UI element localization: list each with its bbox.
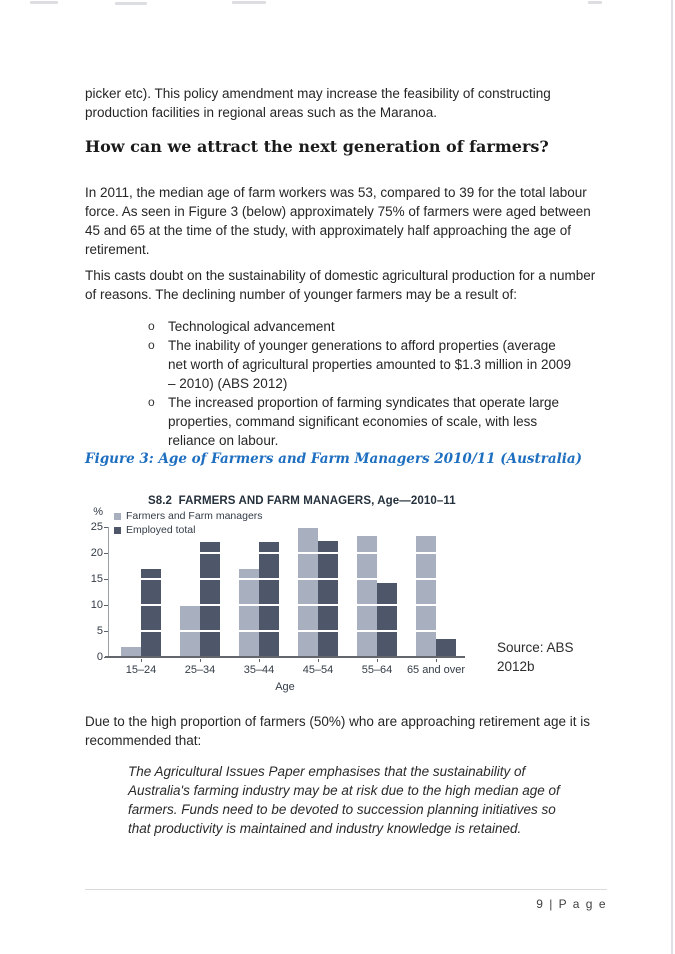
y-tick-label: 15 [90, 572, 103, 585]
legend-swatch-icon [114, 526, 121, 534]
bar-farmers-5 [416, 535, 436, 657]
x-category-label: 35–44 [243, 664, 275, 676]
y-axis-line [108, 527, 109, 657]
y-tick-label: 20 [90, 546, 103, 559]
x-tick-mark [436, 659, 437, 662]
y-tick-mark [104, 579, 108, 580]
x-category-label: 15–24 [125, 664, 157, 676]
paragraph-intro: picker etc). This policy amendment may i… [85, 86, 551, 120]
chart-source: Source: ABS 2012b [497, 638, 607, 676]
bar-employed-4 [377, 582, 397, 657]
y-tick-label: 25 [90, 520, 103, 533]
bar-employed-0 [141, 568, 161, 657]
bullet-text: The inability of younger generations to … [168, 338, 571, 391]
y-tick-mark [104, 527, 108, 528]
bar-employed-5 [436, 639, 456, 657]
bar-farmers-3 [298, 527, 318, 657]
x-category-label: 65 and over [406, 664, 466, 676]
x-tick-mark [200, 659, 201, 662]
gridline-20 [109, 552, 463, 554]
y-tick-label: 10 [90, 598, 103, 611]
x-tick-mark [377, 659, 378, 662]
scan-edge-line [671, 0, 673, 954]
x-tick-mark [318, 659, 319, 662]
y-tick-mark [104, 553, 108, 554]
paragraph-doubt: This casts doubt on the sustainability o… [85, 268, 596, 302]
bar-farmers-4 [357, 536, 377, 657]
bullet-marker: o [148, 319, 155, 333]
y-tick-label: 5 [96, 624, 103, 637]
footer-rule [85, 889, 607, 890]
chart-title: S8.2 FARMERS AND FARM MANAGERS, Age—2010… [148, 495, 456, 507]
bar-employed-2 [259, 541, 279, 657]
bullet-text: The increased proportion of farming synd… [168, 395, 559, 448]
legend-row: Employed total [114, 524, 263, 536]
bullet-item: o The inability of younger generations t… [148, 336, 576, 393]
legend-row: Farmers and Farm managers [114, 510, 263, 522]
chart-canvas: % 0 5 10 15 20 25 15–24 25–34 35–44 45–54 55–64 65 a… [85, 480, 565, 693]
x-tick-mark [259, 659, 260, 662]
x-category-label: 25–34 [184, 664, 216, 676]
scan-artifact [115, 2, 147, 5]
scan-artifact [588, 1, 602, 4]
chart-legend: Farmers and Farm managers Employed total [114, 510, 263, 538]
legend-label: Farmers and Farm managers [126, 510, 263, 522]
y-tick-mark [104, 605, 108, 606]
paragraph-recommend: Due to the high proportion of farmers (5… [85, 714, 591, 748]
quote-block: The Agricultural Issues Paper emphasises… [128, 764, 560, 836]
bullet-marker: o [148, 338, 155, 352]
bar-farmers-2 [239, 568, 259, 657]
chart: S8.2 FARMERS AND FARM MANAGERS, Age—2010… [85, 480, 565, 693]
section-heading: How can we attract the next generation o… [85, 137, 549, 156]
legend-label: Employed total [126, 524, 196, 536]
x-axis-title: Age [275, 681, 295, 693]
legend-swatch-icon [114, 512, 121, 520]
page-number: 9 | P a g e [536, 897, 607, 911]
chart-source-line2: 2012b [497, 659, 535, 674]
scan-artifact [30, 1, 58, 4]
bullet-marker: o [148, 395, 155, 409]
figure-caption: Figure 3: Age of Farmers and Farm Manage… [85, 451, 582, 467]
bullet-text: Technological advancement [168, 319, 335, 334]
paragraph-median-age: In 2011, the median age of farm workers … [85, 185, 591, 257]
y-tick-label: 0 [96, 650, 103, 663]
x-tick-mark [141, 659, 142, 662]
y-axis-unit-label: % [93, 506, 103, 518]
bar-employed-1 [200, 542, 220, 657]
gridline-25 [109, 526, 463, 528]
chart-source-line1: Source: ABS [497, 640, 574, 655]
x-axis-baseline [105, 656, 465, 658]
scan-artifact [232, 1, 266, 4]
gridline-15 [109, 578, 463, 580]
bar-employed-3 [318, 541, 338, 657]
bullet-item: o Technological advancement [148, 317, 576, 336]
x-category-label: 55–64 [361, 664, 393, 676]
bullet-item: o The increased proportion of farming sy… [148, 393, 576, 450]
x-category-label: 45–54 [302, 664, 334, 676]
y-tick-mark [104, 631, 108, 632]
bar-farmers-0 [121, 646, 141, 657]
bullet-list: o Technological advancement o The inabil… [148, 317, 576, 450]
gridline-10 [109, 604, 463, 606]
gridline-5 [109, 630, 463, 632]
